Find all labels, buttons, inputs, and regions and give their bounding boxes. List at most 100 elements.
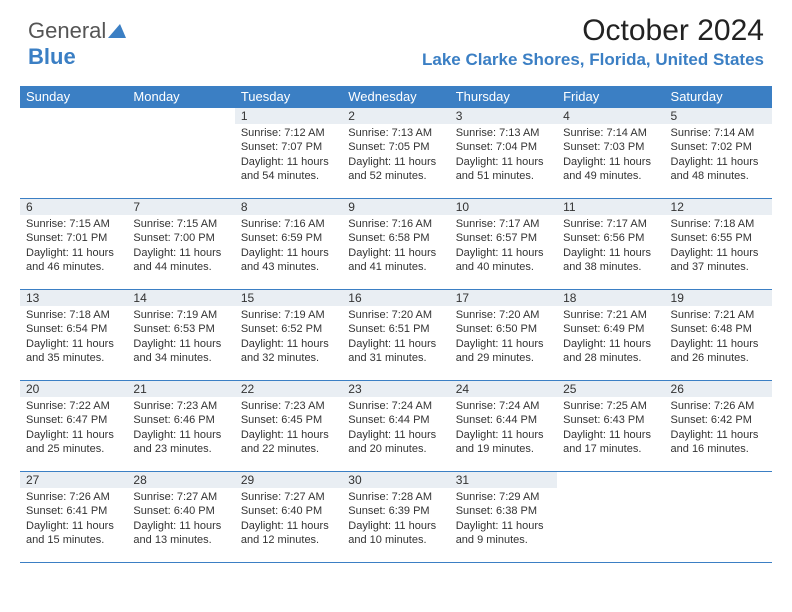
sunrise-line: Sunrise: 7:26 AM: [671, 399, 766, 413]
sunrise-line: Sunrise: 7:14 AM: [671, 126, 766, 140]
calendar-day-cell: 18 Sunrise: 7:21 AMSunset: 6:49 PMDayligh…: [557, 290, 664, 381]
daylight-line: Daylight: 11 hours and 38 minutes.: [563, 246, 658, 275]
day-number: 17: [450, 290, 557, 306]
sunset-line: Sunset: 6:49 PM: [563, 322, 658, 336]
sunrise-line: Sunrise: 7:24 AM: [348, 399, 443, 413]
sunrise-line: Sunrise: 7:17 AM: [563, 217, 658, 231]
sunset-line: Sunset: 6:48 PM: [671, 322, 766, 336]
day-number: 26: [665, 381, 772, 397]
daylight-line: Daylight: 11 hours and 20 minutes.: [348, 428, 443, 457]
day-number: 1: [235, 108, 342, 124]
daylight-line: Daylight: 11 hours and 10 minutes.: [348, 519, 443, 548]
day-number: 18: [557, 290, 664, 306]
daylight-line: Daylight: 11 hours and 13 minutes.: [133, 519, 228, 548]
sunrise-line: Sunrise: 7:12 AM: [241, 126, 336, 140]
day-details: Sunrise: 7:23 AMSunset: 6:46 PMDaylight:…: [127, 397, 234, 458]
day-number: 6: [20, 199, 127, 215]
sunrise-line: Sunrise: 7:16 AM: [241, 217, 336, 231]
day-number: 16: [342, 290, 449, 306]
sunrise-line: Sunrise: 7:15 AM: [133, 217, 228, 231]
daylight-line: Daylight: 11 hours and 31 minutes.: [348, 337, 443, 366]
calendar-day-cell: 21Sunrise: 7:23 AMSunset: 6:46 PMDayligh…: [127, 381, 234, 472]
sunset-line: Sunset: 6:53 PM: [133, 322, 228, 336]
calendar-week-row: 1Sunrise: 7:12 AMSunset: 7:07 PMDaylight…: [20, 108, 772, 199]
calendar-day-cell: 6Sunrise: 7:15 AMSunset: 7:01 PMDaylight…: [20, 199, 127, 290]
day-number: 7: [127, 199, 234, 215]
calendar-day-cell: 4Sunrise: 7:14 AMSunset: 7:03 PMDaylight…: [557, 108, 664, 199]
daylight-line: Daylight: 11 hours and 28 minutes.: [563, 337, 658, 366]
daylight-line: Daylight: 11 hours and 54 minutes.: [241, 155, 336, 184]
calendar-week-row: 13Sunrise: 7:18 AMSunset: 6:54 PMDayligh…: [20, 290, 772, 381]
sunrise-line: Sunrise: 7:28 AM: [348, 490, 443, 504]
day-details: Sunrise: 7:24 AMSunset: 6:44 PMDaylight:…: [450, 397, 557, 458]
day-details: Sunrise: 7:27 AMSunset: 6:40 PMDaylight:…: [235, 488, 342, 549]
day-details: Sunrise: 7:20 AMSunset: 6:50 PMDaylight:…: [450, 306, 557, 367]
day-details: Sunrise: 7:17 AMSunset: 6:56 PMDaylight:…: [557, 215, 664, 276]
day-number: 13: [20, 290, 127, 306]
day-number: 28: [127, 472, 234, 488]
calendar-day-cell: 25Sunrise: 7:25 AMSunset: 6:43 PMDayligh…: [557, 381, 664, 472]
empty-day: [20, 108, 127, 124]
sunrise-line: Sunrise: 7:22 AM: [26, 399, 121, 413]
day-number: 31: [450, 472, 557, 488]
calendar-day-cell: 3Sunrise: 7:13 AMSunset: 7:04 PMDaylight…: [450, 108, 557, 199]
month-title: October 2024: [422, 14, 764, 48]
day-details: Sunrise: 7:18 AMSunset: 6:55 PMDaylight:…: [665, 215, 772, 276]
calendar-day-cell: 12Sunrise: 7:18 AMSunset: 6:55 PMDayligh…: [665, 199, 772, 290]
weekday-header: Sunday: [20, 86, 127, 108]
day-number: 24: [450, 381, 557, 397]
sunrise-line: Sunrise: 7:24 AM: [456, 399, 551, 413]
daylight-line: Daylight: 11 hours and 25 minutes.: [26, 428, 121, 457]
sunrise-line: Sunrise: 7:26 AM: [26, 490, 121, 504]
day-number: 25: [557, 381, 664, 397]
sunset-line: Sunset: 6:46 PM: [133, 413, 228, 427]
sunset-line: Sunset: 6:42 PM: [671, 413, 766, 427]
day-number: 4: [557, 108, 664, 124]
sunset-line: Sunset: 6:40 PM: [133, 504, 228, 518]
daylight-line: Daylight: 11 hours and 37 minutes.: [671, 246, 766, 275]
sunset-line: Sunset: 7:02 PM: [671, 140, 766, 154]
daylight-line: Daylight: 11 hours and 35 minutes.: [26, 337, 121, 366]
calendar-day-cell: [20, 108, 127, 199]
sunrise-line: Sunrise: 7:13 AM: [348, 126, 443, 140]
day-number: 15: [235, 290, 342, 306]
sunset-line: Sunset: 7:04 PM: [456, 140, 551, 154]
sunrise-line: Sunrise: 7:20 AM: [456, 308, 551, 322]
daylight-line: Daylight: 11 hours and 51 minutes.: [456, 155, 551, 184]
sunrise-line: Sunrise: 7:21 AM: [563, 308, 658, 322]
day-number: 22: [235, 381, 342, 397]
sunrise-line: Sunrise: 7:21 AM: [671, 308, 766, 322]
calendar-week-row: 27Sunrise: 7:26 AMSunset: 6:41 PMDayligh…: [20, 472, 772, 563]
daylight-line: Daylight: 11 hours and 52 minutes.: [348, 155, 443, 184]
calendar-week-row: 6Sunrise: 7:15 AMSunset: 7:01 PMDaylight…: [20, 199, 772, 290]
sunrise-line: Sunrise: 7:19 AM: [133, 308, 228, 322]
calendar-day-cell: 1Sunrise: 7:12 AMSunset: 7:07 PMDaylight…: [235, 108, 342, 199]
sunset-line: Sunset: 6:58 PM: [348, 231, 443, 245]
calendar-day-cell: 5Sunrise: 7:14 AMSunset: 7:02 PMDaylight…: [665, 108, 772, 199]
sunset-line: Sunset: 6:59 PM: [241, 231, 336, 245]
calendar-day-cell: 8Sunrise: 7:16 AMSunset: 6:59 PMDaylight…: [235, 199, 342, 290]
sunset-line: Sunset: 7:03 PM: [563, 140, 658, 154]
day-number: 19: [665, 290, 772, 306]
location-label: Lake Clarke Shores, Florida, United Stat…: [422, 50, 764, 70]
day-details: Sunrise: 7:17 AMSunset: 6:57 PMDaylight:…: [450, 215, 557, 276]
sunrise-line: Sunrise: 7:17 AM: [456, 217, 551, 231]
calendar-day-cell: 16Sunrise: 7:20 AMSunset: 6:51 PMDayligh…: [342, 290, 449, 381]
sunset-line: Sunset: 6:44 PM: [456, 413, 551, 427]
brand-logo: General Blue: [28, 18, 126, 70]
calendar-day-cell: 13Sunrise: 7:18 AMSunset: 6:54 PMDayligh…: [20, 290, 127, 381]
sunrise-line: Sunrise: 7:13 AM: [456, 126, 551, 140]
calendar-body: 1Sunrise: 7:12 AMSunset: 7:07 PMDaylight…: [20, 108, 772, 563]
sunrise-line: Sunrise: 7:20 AM: [348, 308, 443, 322]
sunset-line: Sunset: 6:52 PM: [241, 322, 336, 336]
brand-part1: General: [28, 18, 106, 43]
day-details: Sunrise: 7:20 AMSunset: 6:51 PMDaylight:…: [342, 306, 449, 367]
daylight-line: Daylight: 11 hours and 16 minutes.: [671, 428, 766, 457]
page-header: October 2024 Lake Clarke Shores, Florida…: [422, 14, 764, 70]
day-details: Sunrise: 7:26 AMSunset: 6:42 PMDaylight:…: [665, 397, 772, 458]
daylight-line: Daylight: 11 hours and 43 minutes.: [241, 246, 336, 275]
day-details: Sunrise: 7:29 AMSunset: 6:38 PMDaylight:…: [450, 488, 557, 549]
daylight-line: Daylight: 11 hours and 19 minutes.: [456, 428, 551, 457]
sunset-line: Sunset: 6:50 PM: [456, 322, 551, 336]
calendar-day-cell: 24Sunrise: 7:24 AMSunset: 6:44 PMDayligh…: [450, 381, 557, 472]
